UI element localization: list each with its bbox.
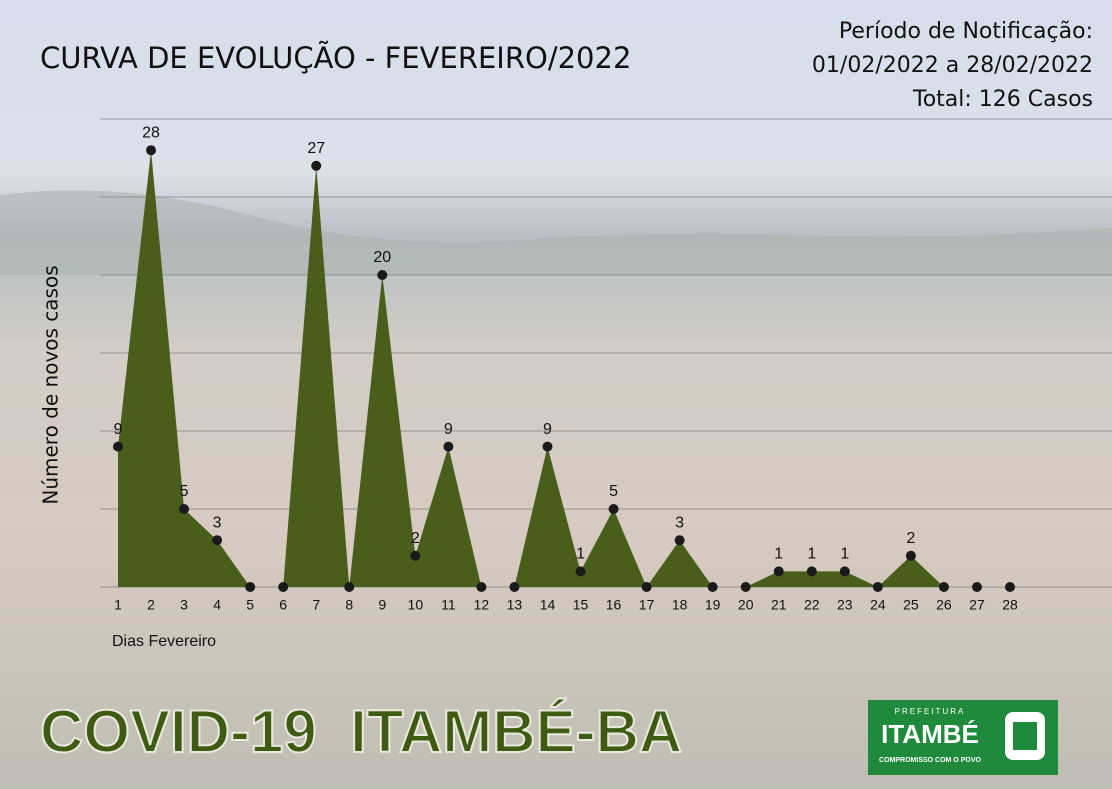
- logo-motto: COMPROMISSO COM O POVO: [879, 757, 981, 764]
- data-label: 9: [114, 421, 123, 438]
- x-axis-label: Dias Fevereiro: [112, 633, 216, 650]
- logo-name: ITAMBÉ: [881, 719, 979, 749]
- x-tick-label: 24: [870, 597, 886, 613]
- point: [1005, 582, 1015, 592]
- point: [872, 582, 883, 592]
- point: [146, 145, 157, 156]
- x-tick-label: 12: [474, 597, 490, 613]
- point: [641, 582, 652, 592]
- point: [938, 582, 949, 592]
- point: [212, 535, 223, 546]
- x-tick-label: 1: [114, 597, 122, 613]
- x-tick-label: 25: [903, 597, 919, 613]
- x-tick-label: 6: [279, 597, 287, 613]
- point: [509, 582, 520, 592]
- data-label: 9: [543, 421, 552, 438]
- x-tick-label: 26: [936, 597, 952, 613]
- point: [542, 441, 553, 452]
- point: [179, 504, 190, 514]
- point: [311, 160, 322, 171]
- point: [410, 550, 421, 561]
- x-tick-label: 27: [969, 597, 985, 613]
- chart-title: CURVA DE EVOLUÇÃO - FEVEREIRO/2022: [40, 41, 631, 75]
- hills: [0, 190, 1112, 275]
- logo-crest-inner: [1013, 722, 1037, 750]
- x-tick-label: 2: [147, 597, 155, 613]
- x-tick-label: 17: [639, 597, 655, 613]
- x-tick-label: 7: [312, 597, 320, 613]
- data-label: 1: [840, 546, 849, 563]
- area: [118, 150, 1010, 587]
- point: [245, 582, 256, 592]
- data-label: 1: [807, 546, 816, 563]
- point: [806, 566, 817, 577]
- data-label: 1: [576, 546, 585, 563]
- x-tick-label: 20: [738, 597, 754, 613]
- data-label: 28: [142, 124, 160, 141]
- period: Total: 126 Casos: [912, 87, 1093, 112]
- data-label: 3: [675, 514, 684, 531]
- x-tick-label: 15: [573, 597, 589, 613]
- data-label: 9: [444, 421, 453, 438]
- point: [377, 270, 388, 280]
- point: [608, 504, 619, 514]
- x-tick-label: 14: [540, 597, 556, 613]
- point: [773, 566, 784, 577]
- data-label: 2: [411, 530, 420, 547]
- point: [443, 441, 454, 452]
- point: [674, 535, 685, 546]
- data-label: 3: [213, 514, 222, 531]
- period: Período de Notificação:: [839, 19, 1093, 44]
- x-tick-label: 22: [804, 597, 820, 613]
- x-tick-label: 9: [378, 597, 386, 613]
- x-tick-label: 10: [408, 597, 424, 613]
- point: [575, 566, 586, 577]
- x-tick-label: 11: [441, 597, 456, 613]
- y-axis-label: Número de novos casos: [39, 265, 63, 504]
- data-label: 20: [373, 249, 391, 266]
- point: [707, 582, 718, 592]
- period: 01/02/2022 a 28/02/2022: [812, 53, 1093, 78]
- x-tick-label: 28: [1002, 597, 1018, 613]
- logo: PREFEITURA ITAMBÉ COMPROMISSO COM O POVO: [868, 700, 1058, 775]
- x-tick-label: 18: [672, 597, 688, 613]
- data-label: 1: [774, 546, 783, 563]
- data-label: 2: [906, 530, 915, 547]
- point: [476, 582, 487, 592]
- data-label: 5: [609, 483, 618, 500]
- x-tick-label: 23: [837, 597, 853, 613]
- x-tick-label: 4: [213, 597, 221, 613]
- data-label: 27: [307, 140, 325, 157]
- x-tick-label: 16: [606, 597, 622, 613]
- logo-top: PREFEITURA: [895, 707, 966, 716]
- x-tick-label: 8: [345, 597, 353, 613]
- point: [344, 582, 355, 592]
- x-tick-label: 19: [705, 597, 721, 613]
- x-tick-label: 5: [246, 597, 254, 613]
- point: [278, 582, 289, 592]
- point: [971, 582, 982, 592]
- point: [740, 582, 751, 592]
- x-tick-label: 3: [180, 597, 188, 613]
- point: [839, 566, 850, 577]
- point: [113, 441, 123, 452]
- point: [905, 550, 916, 561]
- x-tick-label: 21: [771, 597, 787, 613]
- data-label: 5: [180, 483, 189, 500]
- banner: COVID-19 ITAMBÉ-BA: [40, 698, 682, 765]
- x-tick-label: 13: [507, 597, 523, 613]
